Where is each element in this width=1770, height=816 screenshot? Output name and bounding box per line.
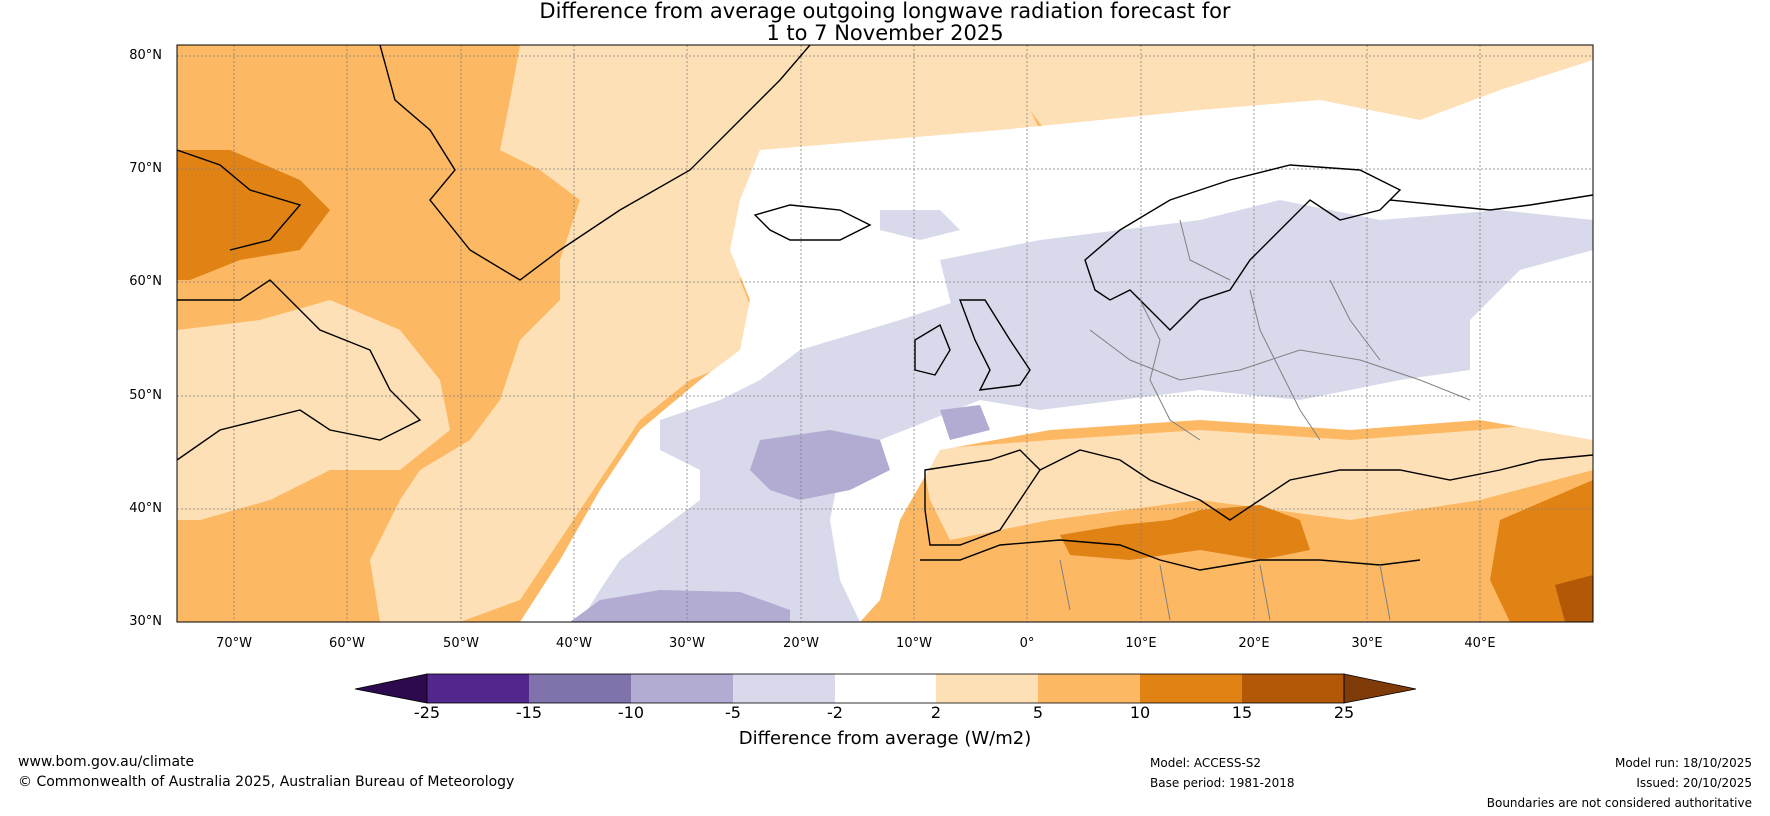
lat-label-60n: 60°N [129,274,162,289]
colorbar-tick: 5 [1032,703,1044,722]
anomaly-region-minus-5-10-bay [940,405,990,440]
baffin-coast [177,149,302,251]
footer-model: Model: ACCESS-S2 [1150,756,1262,770]
lon-label-40e: 40°E [1464,636,1496,651]
colorbar-bin-4 [733,674,835,703]
lon-label-40w: 40°W [556,636,592,651]
lon-label-10w: 10°W [896,636,932,651]
lat-label-30n: 30°N [129,614,162,629]
lon-label-10e: 10°E [1125,636,1157,651]
footer-model-run: Model run: 18/10/2025 [1614,756,1752,770]
lat-label-70n: 70°N [129,161,162,176]
anomaly-region-minus-2-5-north [880,210,960,240]
anomaly-region-minus-2-5-europe [940,200,1593,410]
colorbar-bin-2 [529,674,631,703]
greenland-coast [379,45,811,281]
iberia-coast [924,449,1041,546]
lon-label-30e: 30°E [1351,636,1383,651]
lon-label-60w: 60°W [329,636,365,651]
colorbar-bin-9 [1242,674,1344,703]
britain-coast [958,299,1031,391]
ireland-coast [914,323,951,376]
footer-copyright: © Commonwealth of Australia 2025, Austra… [18,774,515,790]
anomaly-region-minus-5-10-south [570,590,790,622]
colorbar-bin-8 [1140,674,1242,703]
chart-title-line2: 1 to 7 November 2025 [766,21,1004,45]
lon-label-50w: 50°W [443,636,479,651]
lat-label-50n: 50°N [129,388,162,403]
lat-label-40n: 40°N [129,501,162,516]
country-borders [1059,219,1471,621]
footer-base-period: Base period: 1981-2018 [1150,776,1295,790]
lat-label-80n: 80°N [129,48,162,63]
lon-label-20e: 20°E [1238,636,1270,651]
labrador-coast [177,279,422,461]
colorbar-tick: -10 [617,703,645,722]
colorbar-tick: -2 [827,703,843,722]
colorbar-tick: -15 [515,703,543,722]
colorbar-title: Difference from average (W/m2) [738,728,1032,749]
anomaly-region-15-25 [1555,575,1593,622]
anomaly-region-2-5-south-europe [920,420,1593,540]
footer-website[interactable]: www.bom.gov.au/climate [18,754,195,770]
colorbar-over-arrow [1343,673,1417,704]
map-frame [176,44,1594,623]
lon-label-20w: 20°W [783,636,819,651]
colorbar-tick: 25 [1333,703,1355,722]
lon-label-30w: 30°W [669,636,705,651]
iceland-coast [753,204,872,241]
colorbar-bin-7 [1038,674,1140,703]
colorbar-under-arrow [354,673,428,704]
north-africa-coast [920,539,1421,571]
colorbar-tick: -25 [413,703,441,722]
colorbar-bin-1 [427,674,529,703]
colorbar-bin-3 [631,674,733,703]
europe-south-coast [1039,449,1593,521]
anomaly-region-minus-5-10-atlantic [750,430,890,500]
footer-boundaries: Boundaries are not considered authoritat… [1486,796,1752,810]
coastlines [177,45,1593,571]
colorbar-tick: 10 [1129,703,1151,722]
colorbar-tick: 15 [1231,703,1253,722]
russia-north-coast [1389,194,1593,211]
colorbar-tick: 2 [930,703,942,722]
colorbar-bin-6 [936,674,1038,703]
footer-issued: Issued: 20/10/2025 [1636,776,1752,790]
scandinavia-coast [1084,164,1402,331]
colorbar-tick: -5 [725,703,741,722]
chart-title-line1: Difference from average outgoing longwav… [539,0,1231,23]
anomaly-region-10-15-canada [177,150,330,280]
anomaly-region-2-5-newfoundland [177,300,450,520]
lon-label-70w: 70°W [216,636,252,651]
colorbar-bin-5 [835,674,936,703]
lon-label-0: 0° [1019,636,1035,651]
map-gridlines [177,45,1593,622]
